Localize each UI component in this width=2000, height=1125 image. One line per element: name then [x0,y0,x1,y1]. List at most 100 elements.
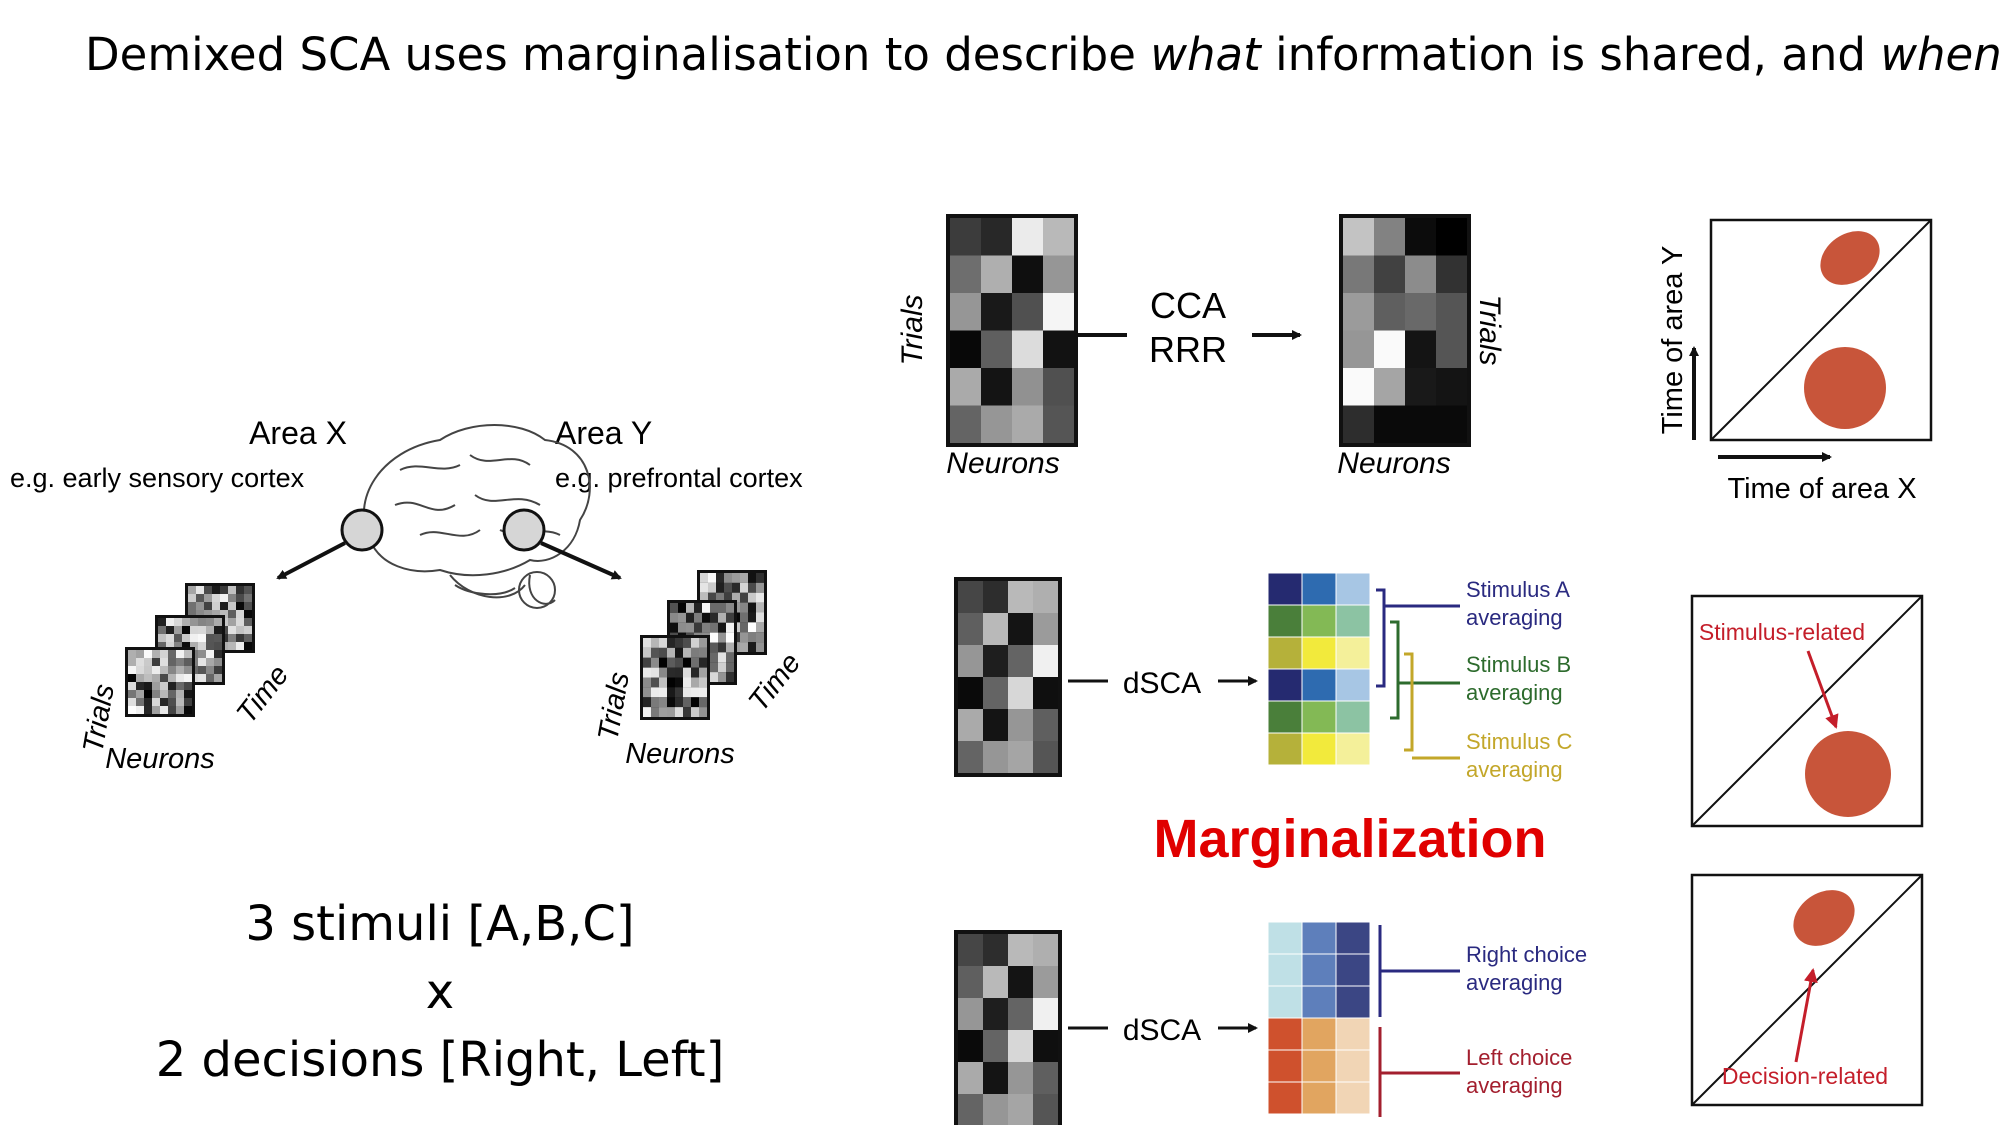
stack-y-pixel [748,573,756,583]
left-choice-label: Left choice [1466,1045,1572,1070]
stack-x-pixel [160,674,168,682]
stack-y-pixel [699,638,707,648]
top-right-matrix-cell [1436,218,1467,256]
stack-y-pixel [699,687,707,698]
stack-y-pixel [748,622,756,633]
stack-y-pixel [716,573,724,583]
stack-x-pixel [174,634,182,642]
stack-y-pixel [732,582,740,593]
stack-x-pixel [220,594,228,602]
stack-x-pixel [184,650,192,658]
stack-y-pixel [726,662,734,673]
stack-x-pixel [166,618,174,626]
stack-y-pixel [643,677,651,688]
stack-y-pixel [683,687,691,698]
stack-x-pixel [168,706,176,714]
stack-y-pixel [716,592,724,603]
mid-input-matrix-cell [1033,613,1058,645]
stack-y-pixel [683,667,691,678]
stack-y-pixel [691,687,699,698]
stack-y-pixel [756,642,764,652]
stack-y-neurons-label: Neurons [625,738,735,770]
mid-input-matrix-cell [1008,645,1033,677]
conditions-stimuli: 3 stimuli [A,B,C] [245,896,635,952]
top-right-matrix-cell [1343,405,1374,443]
top-right-matrix-cell [1436,368,1467,406]
stack-y-pixel [740,642,748,652]
bottom-input-matrix-cell [1033,1094,1058,1125]
stack-y-pixel [710,642,718,653]
bottom-input-matrix-cell [1008,1062,1033,1094]
bottom-input-matrix-cell [983,1094,1008,1125]
stack-y-pixel [700,582,708,593]
top-left-matrix-cell [1043,330,1074,368]
stack-x-pixel [184,674,192,682]
stack-y-pixel [748,612,756,623]
top-right-matrix-cell [1374,293,1405,331]
stack-x-pixel [228,602,236,610]
stack-y-pixel [700,573,708,583]
stack-x-pixel [206,642,214,650]
top-left-neurons-label: Neurons [946,447,1059,480]
stack-x-pixel [136,666,144,674]
brain-illustration [362,424,591,609]
stack-y-pixel [740,582,748,593]
stack-x-pixel [198,674,206,682]
stack-x-pixel [152,650,160,658]
stack-x-pixel [168,698,176,706]
stack-x-pixel [166,634,174,642]
stack-x-pixel [136,682,144,690]
stack-x-pixel [184,658,192,666]
stack-x-pixel [244,586,252,594]
stack-y-pixel [670,612,678,623]
stack-y-pixel [756,622,764,633]
stack-x-pixel [206,650,214,658]
stack-x-pixel [144,706,152,714]
cross-time-blob-upper [1820,231,1880,285]
top-left-matrix-cell [1012,255,1043,293]
y-axis-label: Time of area Y [1657,246,1689,435]
decision-related-arrow [1794,968,1818,1063]
stack-y-pixel [683,647,691,658]
decision-related-label: Decision-related [1722,1063,1888,1089]
bottom-input-matrix-cell [958,1030,983,1062]
stack-y-pixel [702,603,710,613]
stack-y-pixel [675,687,683,698]
stack-y-pixel [683,677,691,688]
stack-y-pixel [667,647,675,658]
stack-y-pixel [708,592,716,603]
stack-x-pixel [188,610,196,618]
stack-x-pixel [128,698,136,706]
stack-x-pixel [144,658,152,666]
stimulus-brackets [1376,588,1460,760]
top-right-matrix-cell [1374,330,1405,368]
top-left-matrix-cell [1012,405,1043,443]
choice-matrix-cell [1335,953,1371,987]
stack-y-pixel [726,612,734,623]
stack-x-pixel [176,674,184,682]
stack-y-pixel [683,697,691,708]
conditions-times: x [425,964,455,1020]
stack-y-pixel [659,667,667,678]
stack-y-pixel [710,632,718,643]
stack-x-pixel [206,666,214,674]
stack-x-pixel [244,634,252,642]
stimulus-matrix-cell [1301,572,1337,606]
top-right-matrix-cell [1436,293,1467,331]
bottom-input-matrix-cell [1033,1030,1058,1062]
choice-matrix-cell [1301,953,1337,987]
bottom-input-matrix-cell [983,966,1008,998]
stack-x-pixel [152,690,160,698]
stack-x-pixel [204,602,212,610]
choice-matrix-cell [1335,921,1371,955]
stack-x-pixel [176,666,184,674]
stack-y-pixel [724,573,732,583]
stack-y-pixel [686,612,694,623]
mid-input-matrix-cell [1033,709,1058,741]
stack-x-pixel [220,602,228,610]
stack-y-pixel [675,677,683,688]
stimulus-b-bracket [1390,620,1400,720]
area-y-label: Area Y [555,415,652,451]
stack-x-pixel [136,650,144,658]
area-x-arrow [276,541,346,580]
